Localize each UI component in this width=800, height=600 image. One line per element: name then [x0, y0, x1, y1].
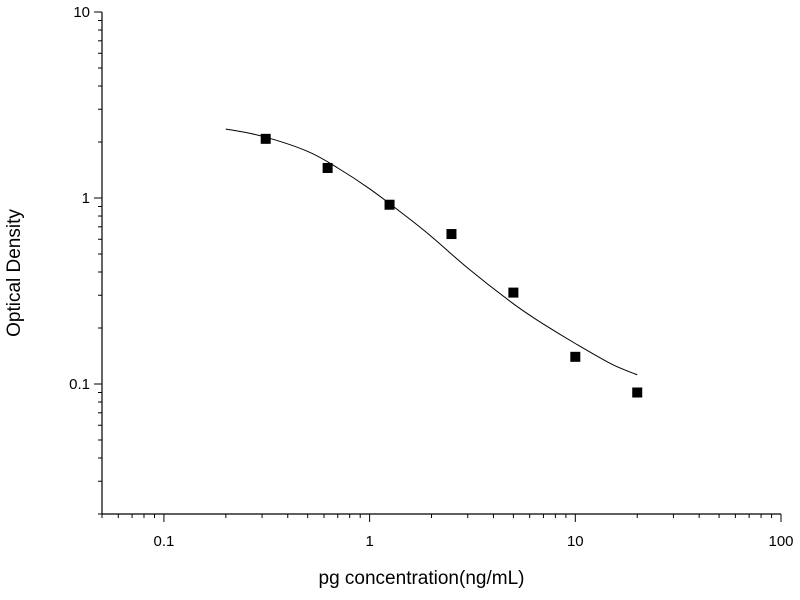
data-point	[322, 162, 333, 173]
data-point	[384, 199, 395, 210]
x-tick-label: 1	[365, 533, 373, 550]
data-points	[260, 133, 643, 398]
data-point	[260, 133, 271, 144]
data-point	[446, 229, 457, 240]
y-axis-title: Optical Density	[4, 209, 25, 337]
y-tick-label: 1	[82, 190, 90, 207]
x-tick-label: 100	[768, 533, 793, 550]
data-point	[632, 387, 643, 398]
plot-frame	[101, 12, 781, 515]
data-point	[570, 351, 581, 362]
x-axis-ticks: 0.1 1 10 100	[101, 514, 794, 550]
y-tick-label: 0.1	[69, 376, 90, 393]
y-tick-label: 10	[73, 4, 90, 21]
y-axis-ticks: 0.1 1 10	[69, 4, 102, 515]
x-tick-label: 0.1	[153, 533, 174, 550]
data-point	[508, 287, 519, 298]
x-axis-title: pg concentration(ng/mL)	[319, 568, 525, 589]
fit-curve	[225, 128, 638, 376]
x-tick-label: 10	[567, 533, 584, 550]
